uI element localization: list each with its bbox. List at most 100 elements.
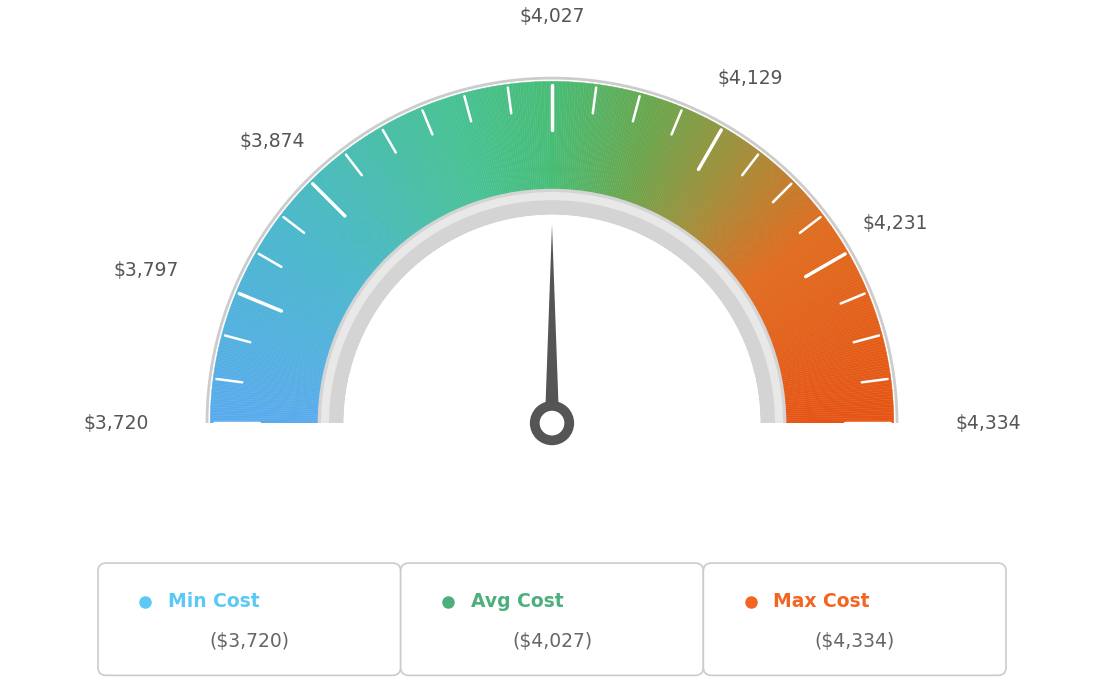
Wedge shape (465, 92, 496, 203)
Wedge shape (404, 114, 455, 218)
Wedge shape (285, 208, 375, 281)
Wedge shape (322, 168, 400, 255)
Wedge shape (563, 81, 571, 196)
Wedge shape (762, 290, 868, 336)
Wedge shape (564, 82, 573, 196)
Wedge shape (754, 266, 857, 319)
Wedge shape (764, 297, 871, 341)
Wedge shape (649, 114, 700, 218)
Wedge shape (749, 251, 849, 310)
Wedge shape (767, 313, 877, 351)
Wedge shape (269, 229, 364, 295)
Wedge shape (490, 86, 513, 199)
Wedge shape (250, 261, 351, 317)
Wedge shape (602, 90, 629, 201)
Wedge shape (254, 254, 354, 312)
Wedge shape (268, 231, 363, 297)
Wedge shape (245, 270, 348, 323)
Wedge shape (214, 370, 327, 389)
Wedge shape (730, 210, 820, 282)
Wedge shape (373, 130, 435, 229)
Wedge shape (248, 263, 351, 318)
Wedge shape (539, 81, 545, 195)
Wedge shape (767, 310, 875, 349)
Wedge shape (637, 106, 682, 213)
Wedge shape (774, 344, 885, 372)
Wedge shape (735, 220, 828, 289)
Wedge shape (294, 197, 381, 274)
Wedge shape (520, 83, 532, 196)
Wedge shape (726, 204, 816, 278)
Wedge shape (229, 310, 337, 349)
Wedge shape (700, 164, 776, 251)
Wedge shape (599, 89, 627, 201)
Wedge shape (219, 346, 330, 373)
Wedge shape (773, 338, 883, 368)
Text: $4,334: $4,334 (956, 413, 1021, 433)
FancyBboxPatch shape (401, 563, 703, 676)
Wedge shape (454, 95, 488, 205)
Wedge shape (569, 82, 578, 196)
Wedge shape (220, 341, 331, 370)
Wedge shape (212, 386, 326, 400)
Wedge shape (349, 147, 418, 240)
Wedge shape (777, 367, 890, 388)
Wedge shape (457, 95, 490, 204)
Wedge shape (522, 82, 534, 196)
Wedge shape (778, 391, 892, 404)
Wedge shape (215, 359, 328, 382)
Text: Min Cost: Min Cost (168, 593, 259, 611)
Wedge shape (712, 179, 794, 262)
Wedge shape (758, 277, 862, 328)
Wedge shape (774, 348, 887, 375)
Wedge shape (316, 174, 396, 258)
Wedge shape (733, 216, 826, 286)
Wedge shape (639, 108, 686, 213)
Wedge shape (353, 144, 421, 238)
Wedge shape (477, 89, 505, 201)
Wedge shape (503, 84, 522, 197)
Wedge shape (330, 161, 405, 250)
Wedge shape (493, 86, 514, 199)
Wedge shape (720, 191, 805, 270)
Wedge shape (533, 81, 541, 196)
Wedge shape (211, 413, 325, 417)
Wedge shape (777, 373, 890, 391)
Wedge shape (432, 103, 474, 210)
Wedge shape (779, 393, 893, 405)
Wedge shape (371, 132, 433, 230)
Wedge shape (671, 132, 733, 230)
Wedge shape (779, 407, 893, 414)
Wedge shape (570, 82, 582, 196)
Wedge shape (424, 106, 468, 212)
Wedge shape (755, 268, 858, 322)
Wedge shape (459, 93, 492, 204)
Wedge shape (355, 142, 423, 237)
Wedge shape (232, 300, 340, 342)
Wedge shape (761, 288, 867, 334)
Wedge shape (742, 235, 839, 299)
Wedge shape (750, 254, 850, 312)
Wedge shape (335, 158, 408, 248)
Wedge shape (237, 288, 343, 334)
Wedge shape (301, 189, 386, 268)
Wedge shape (661, 124, 719, 224)
Text: $4,027: $4,027 (519, 7, 585, 26)
Wedge shape (264, 238, 361, 301)
Text: ($3,720): ($3,720) (210, 632, 289, 651)
Wedge shape (347, 148, 416, 241)
Wedge shape (747, 247, 846, 307)
Wedge shape (654, 117, 708, 220)
Wedge shape (714, 184, 797, 264)
Wedge shape (611, 92, 643, 204)
Wedge shape (475, 90, 502, 201)
Wedge shape (675, 135, 737, 232)
Wedge shape (216, 354, 329, 379)
Wedge shape (221, 335, 332, 366)
Wedge shape (753, 261, 854, 317)
Wedge shape (616, 95, 650, 205)
Wedge shape (412, 110, 460, 215)
Wedge shape (344, 150, 415, 242)
Wedge shape (595, 88, 618, 199)
Wedge shape (672, 133, 735, 230)
